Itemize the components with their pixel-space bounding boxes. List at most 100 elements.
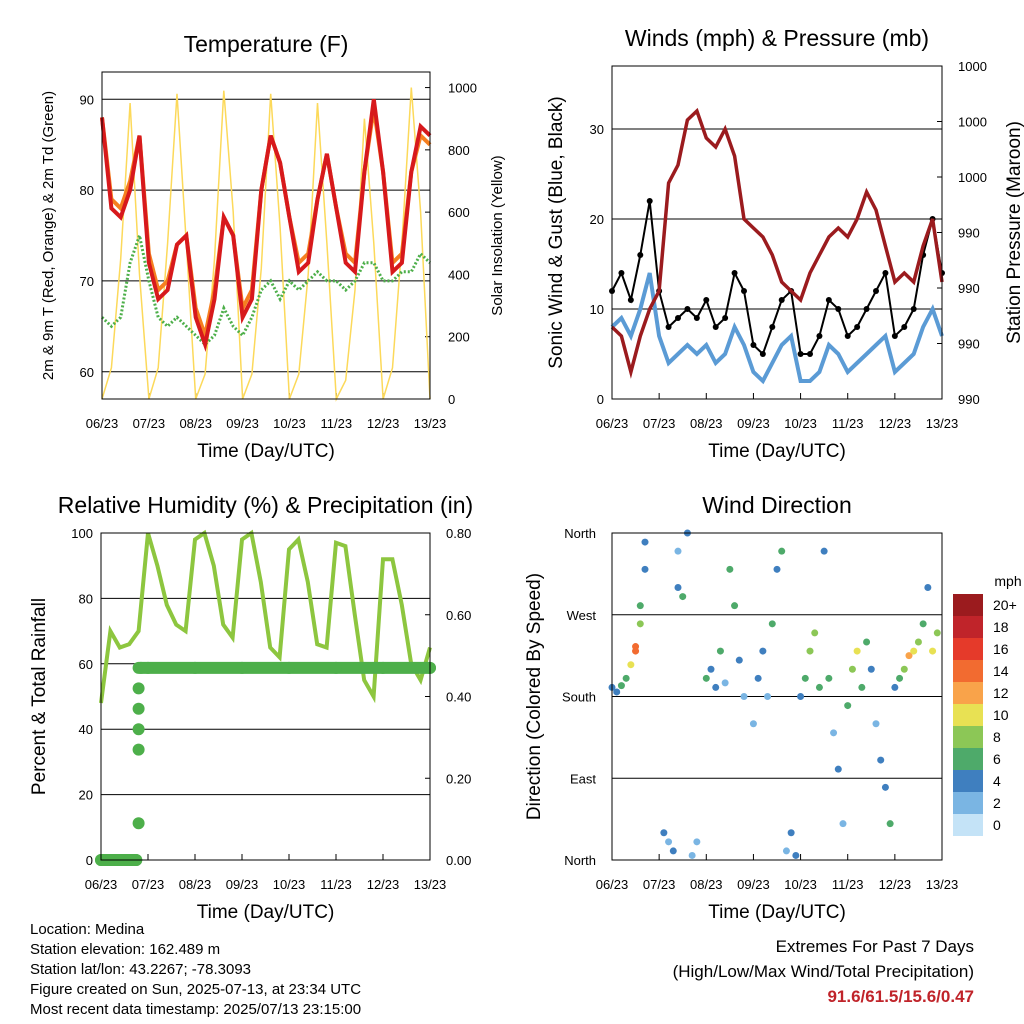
direction-point — [825, 674, 833, 682]
colorbar-label: 14 — [993, 663, 1009, 679]
direction-point — [806, 647, 814, 655]
x-tick-label: 12/23 — [367, 416, 400, 431]
colorbar-swatch — [953, 638, 983, 660]
y-tick-label: 0 — [597, 392, 604, 407]
direction-point — [886, 820, 894, 828]
direction-point — [877, 756, 885, 764]
colorbar-label: 8 — [993, 729, 1001, 745]
x-tick-label: 09/23 — [737, 416, 770, 431]
y2-axis-label: Solar Insolation (Yellow) — [489, 155, 506, 315]
x-tick-label: 09/23 — [226, 877, 259, 892]
precip-point — [330, 661, 342, 674]
panel-3: Relative Humidity (%) & Precipitation (i… — [29, 492, 473, 923]
extremes-heading: Extremes For Past 7 Days — [775, 937, 974, 956]
y2-tick-label: 0.80 — [446, 526, 471, 541]
chart-title: Temperature (F) — [184, 31, 349, 57]
direction-point — [782, 847, 790, 855]
direction-point — [844, 702, 852, 710]
x-tick-label: 12/23 — [879, 416, 912, 431]
y-tick-label: 80 — [80, 183, 94, 198]
gust-series — [611, 200, 943, 356]
direction-point — [919, 620, 927, 628]
precip-point — [132, 743, 145, 756]
direction-point — [914, 638, 922, 646]
precip-point — [236, 661, 248, 674]
direction-point — [641, 538, 649, 546]
y2-axis-label: Station Pressure (Maroon) — [1004, 121, 1024, 344]
x-axis-label: Time (Day/UTC) — [197, 902, 335, 923]
x-tick-label: 13/23 — [414, 877, 447, 892]
colorbar-label: 4 — [993, 773, 1001, 789]
y2-tick-label: 990 — [958, 392, 980, 407]
direction-point — [858, 683, 866, 691]
x-axis-label: Time (Day/UTC) — [197, 441, 335, 462]
direction-point — [834, 765, 842, 773]
x-tick-label: 09/23 — [737, 877, 770, 892]
dewpoint-series — [100, 229, 432, 347]
x-tick-label: 10/23 — [273, 877, 306, 892]
colorbar-label: 12 — [993, 685, 1009, 701]
plot-frame — [100, 532, 431, 861]
x-tick-label: 10/23 — [784, 877, 817, 892]
x-tick-label: 06/23 — [86, 416, 119, 431]
direction-point — [815, 683, 823, 691]
direction-point — [707, 665, 715, 673]
extremes-box: Extremes For Past 7 Days (High/Low/Max W… — [673, 934, 974, 1009]
colorbar-label: 20+ — [993, 597, 1017, 613]
x-tick-label: 08/23 — [690, 877, 723, 892]
colorbar-label: 10 — [993, 707, 1009, 723]
x-tick-label: 11/23 — [320, 416, 352, 431]
x-tick-label: 08/23 — [179, 416, 212, 431]
direction-point — [693, 838, 701, 846]
direction-point — [669, 847, 677, 855]
colorbar-label: 2 — [993, 795, 1001, 811]
panel-4: Wind Direction 06/23 07/23 08/23 09/23 10/23 1… — [524, 492, 1022, 923]
y2-tick-label: 1000 — [448, 81, 477, 96]
x-tick-label: 09/23 — [226, 416, 259, 431]
x-tick-label: 11/23 — [832, 877, 864, 892]
colorbar-swatch — [953, 814, 983, 836]
direction-point — [797, 693, 805, 700]
direction-point — [613, 688, 621, 696]
x-tick-label: 10/23 — [273, 416, 306, 431]
direction-point — [636, 602, 644, 610]
direction-point — [660, 829, 668, 837]
precip-point — [132, 702, 145, 715]
x-tick-label: 10/23 — [784, 416, 817, 431]
direction-point — [754, 674, 762, 682]
y-tick-label: 100 — [71, 526, 93, 541]
x-tick-label: 13/23 — [414, 416, 447, 431]
y-tick-label: 20 — [590, 212, 604, 227]
x-tick-label: 07/23 — [643, 877, 676, 892]
direction-point — [853, 647, 861, 655]
direction-point — [641, 565, 649, 573]
temp2m-series — [100, 99, 432, 353]
solar-series — [101, 87, 431, 402]
y-tick-label: 0 — [86, 853, 93, 868]
x-tick-label: 13/23 — [926, 416, 959, 431]
y2-tick-label: 990 — [958, 226, 980, 241]
direction-point — [665, 838, 673, 846]
created-text: Figure created on Sun, 2025-07-13, at 23… — [30, 981, 362, 998]
chart-title: Winds (mph) & Pressure (mb) — [625, 25, 929, 51]
precip-point — [132, 817, 145, 830]
y-tick-label: 70 — [80, 274, 94, 289]
colorbar-swatch — [953, 660, 983, 682]
x-tick-label: 12/23 — [367, 877, 400, 892]
x-tick-label: 06/23 — [596, 877, 629, 892]
elevation-text: Station elevation: 162.489 m — [30, 941, 221, 958]
x-tick-label: 06/23 — [85, 877, 118, 892]
y2-tick-label: 0.40 — [446, 690, 471, 705]
x-tick-label: 12/23 — [879, 877, 912, 892]
precip-point — [377, 661, 389, 674]
direction-point — [863, 638, 871, 646]
direction-point — [801, 674, 809, 682]
direction-point — [712, 683, 720, 691]
y2-tick-label: 600 — [448, 205, 470, 220]
y2-tick-label: 0.60 — [446, 608, 471, 623]
direction-point — [740, 693, 748, 700]
direction-point — [674, 584, 682, 591]
chart-title: Relative Humidity (%) & Precipitation (i… — [58, 492, 473, 518]
y-tick-label: West — [567, 608, 597, 623]
